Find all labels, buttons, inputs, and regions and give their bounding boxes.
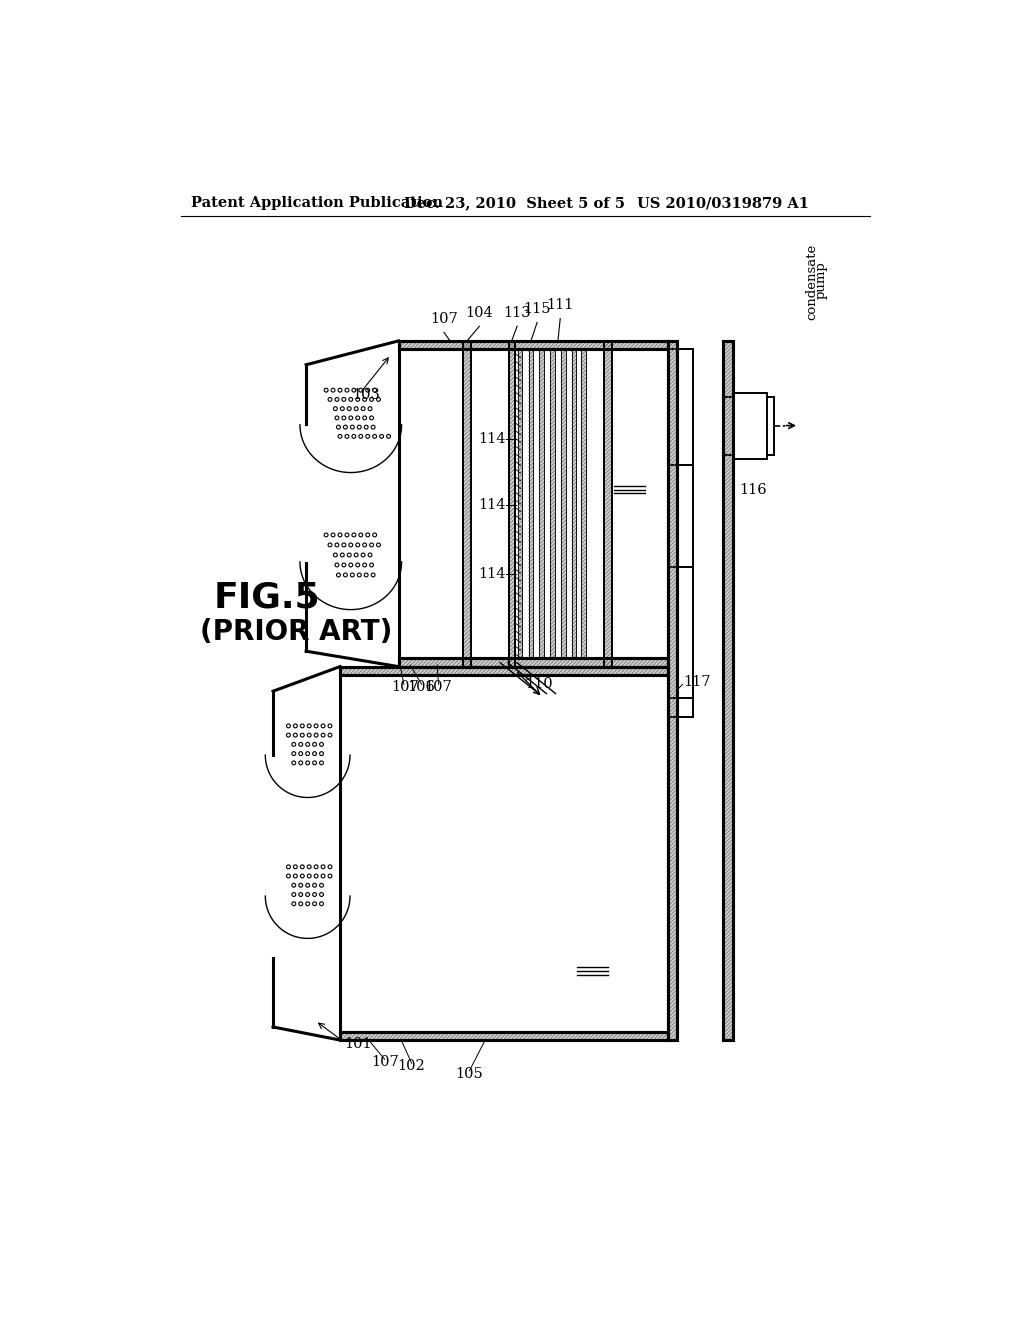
Bar bbox=[668, 341, 677, 1040]
Text: pump: pump bbox=[815, 261, 827, 298]
Bar bbox=[668, 341, 677, 1040]
Text: 110: 110 bbox=[524, 677, 552, 690]
Text: Dec. 23, 2010  Sheet 5 of 5: Dec. 23, 2010 Sheet 5 of 5 bbox=[403, 197, 625, 210]
Bar bbox=[398, 659, 668, 667]
Text: 104: 104 bbox=[466, 306, 494, 321]
Bar bbox=[581, 350, 586, 659]
Text: 116: 116 bbox=[739, 483, 767, 496]
Text: 101: 101 bbox=[345, 1038, 373, 1051]
Bar bbox=[340, 1032, 668, 1040]
Bar bbox=[561, 350, 565, 659]
Text: 117: 117 bbox=[683, 675, 711, 689]
Text: 113: 113 bbox=[503, 306, 530, 321]
Bar bbox=[571, 350, 577, 659]
Bar bbox=[550, 350, 555, 659]
Bar bbox=[518, 350, 522, 659]
Bar bbox=[571, 350, 577, 659]
Text: 107: 107 bbox=[425, 681, 453, 694]
Bar bbox=[604, 341, 611, 667]
Bar bbox=[724, 341, 733, 1040]
Text: 114: 114 bbox=[478, 568, 506, 581]
Bar bbox=[398, 341, 668, 350]
Bar bbox=[733, 393, 767, 459]
Bar bbox=[398, 341, 668, 350]
Bar bbox=[509, 341, 515, 667]
Text: condensate: condensate bbox=[806, 243, 818, 319]
Bar bbox=[463, 341, 471, 667]
Bar bbox=[340, 667, 668, 675]
Text: 107: 107 bbox=[391, 681, 419, 694]
Bar bbox=[463, 341, 471, 667]
Text: 103: 103 bbox=[352, 388, 380, 401]
Text: 111: 111 bbox=[547, 298, 573, 313]
Bar bbox=[550, 350, 555, 659]
Text: 107: 107 bbox=[371, 1056, 398, 1069]
Bar bbox=[604, 341, 611, 667]
Text: (PRIOR ART): (PRIOR ART) bbox=[200, 618, 392, 645]
Bar bbox=[398, 659, 668, 667]
Bar bbox=[518, 350, 522, 659]
Text: Patent Application Publication: Patent Application Publication bbox=[190, 197, 442, 210]
Bar bbox=[724, 341, 733, 1040]
Text: US 2010/0319879 A1: US 2010/0319879 A1 bbox=[637, 197, 809, 210]
Bar bbox=[561, 350, 565, 659]
Text: 106: 106 bbox=[408, 681, 435, 694]
Bar bbox=[509, 341, 515, 667]
Bar bbox=[528, 350, 534, 659]
Bar bbox=[540, 350, 544, 659]
Text: 102: 102 bbox=[397, 1059, 426, 1073]
Bar bbox=[540, 350, 544, 659]
Text: FIG.5: FIG.5 bbox=[214, 581, 321, 614]
Text: 114: 114 bbox=[478, 433, 506, 446]
Bar bbox=[340, 667, 668, 675]
Bar bbox=[340, 1032, 668, 1040]
Text: 107: 107 bbox=[430, 313, 458, 326]
Text: 115: 115 bbox=[523, 302, 551, 317]
Text: 114: 114 bbox=[478, 498, 506, 512]
Bar bbox=[581, 350, 586, 659]
Text: 105: 105 bbox=[456, 1067, 483, 1081]
Bar bbox=[528, 350, 534, 659]
